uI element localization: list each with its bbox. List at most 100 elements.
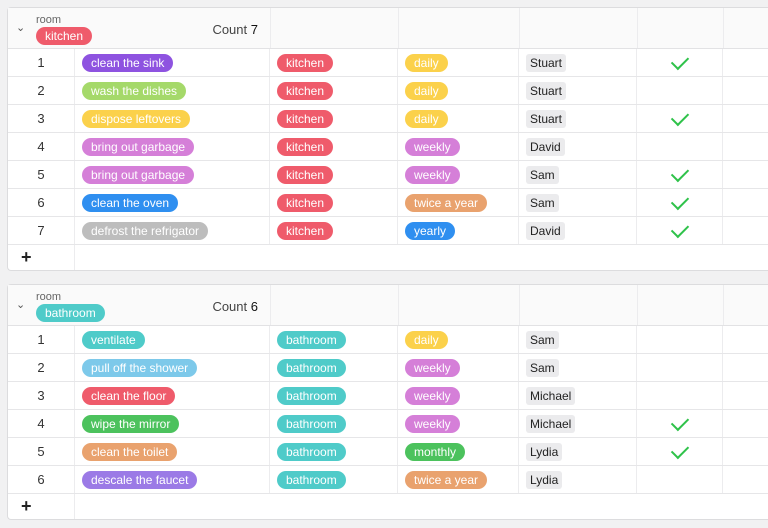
empty-cell[interactable] [723, 382, 768, 409]
table-row[interactable]: 5 clean the toilet bathroom monthly Lydia [8, 438, 768, 466]
header-cell [398, 285, 520, 325]
table-row[interactable]: 3 dispose leftovers kitchen daily Stuart [8, 105, 768, 133]
room-cell[interactable]: kitchen [270, 49, 398, 76]
task-cell[interactable]: ventilate [75, 326, 270, 353]
table-row[interactable]: 4 wipe the mirror bathroom weekly Michael [8, 410, 768, 438]
frequency-cell[interactable]: weekly [398, 161, 519, 188]
chevron-down-icon[interactable]: ⌄ [16, 22, 26, 34]
task-cell[interactable]: dispose leftovers [75, 105, 270, 132]
person-cell[interactable]: Stuart [519, 105, 637, 132]
empty-cell[interactable] [723, 217, 768, 244]
person-cell[interactable]: David [519, 133, 637, 160]
room-cell[interactable]: bathroom [270, 382, 398, 409]
done-cell[interactable] [637, 410, 723, 437]
frequency-cell[interactable]: twice a year [398, 189, 519, 216]
person-cell[interactable]: Stuart [519, 49, 637, 76]
done-cell[interactable] [637, 326, 723, 353]
row-number: 4 [8, 410, 75, 437]
room-cell[interactable]: bathroom [270, 354, 398, 381]
task-cell[interactable]: bring out garbage [75, 161, 270, 188]
empty-cell[interactable] [723, 49, 768, 76]
task-cell[interactable]: wash the dishes [75, 77, 270, 104]
checkmark-icon [670, 107, 689, 126]
plus-icon[interactable]: + [21, 496, 32, 516]
task-cell[interactable]: bring out garbage [75, 133, 270, 160]
empty-cell[interactable] [723, 438, 768, 465]
header-cell [637, 8, 724, 48]
chevron-down-icon[interactable]: ⌄ [16, 299, 26, 311]
frequency-cell[interactable]: daily [398, 49, 519, 76]
done-cell[interactable] [637, 438, 723, 465]
frequency-cell[interactable]: yearly [398, 217, 519, 244]
empty-cell[interactable] [723, 133, 768, 160]
task-cell[interactable]: clean the sink [75, 49, 270, 76]
frequency-cell[interactable]: weekly [398, 354, 519, 381]
task-cell[interactable]: defrost the refrigator [75, 217, 270, 244]
table-row[interactable]: 6 descale the faucet bathroom twice a year L… [8, 466, 768, 494]
frequency-cell[interactable]: daily [398, 77, 519, 104]
done-cell[interactable] [637, 49, 723, 76]
task-cell[interactable]: clean the oven [75, 189, 270, 216]
room-cell[interactable]: kitchen [270, 133, 398, 160]
room-cell[interactable]: bathroom [270, 326, 398, 353]
person-cell[interactable]: Michael [519, 410, 637, 437]
frequency-cell[interactable]: weekly [398, 382, 519, 409]
room-cell[interactable]: bathroom [270, 410, 398, 437]
done-cell[interactable] [637, 354, 723, 381]
empty-cell[interactable] [723, 354, 768, 381]
person-cell[interactable]: Sam [519, 326, 637, 353]
person-cell[interactable]: Lydia [519, 438, 637, 465]
empty-cell[interactable] [723, 161, 768, 188]
room-cell[interactable]: bathroom [270, 466, 398, 493]
frequency-cell[interactable]: daily [398, 105, 519, 132]
room-cell[interactable]: bathroom [270, 438, 398, 465]
empty-cell[interactable] [723, 326, 768, 353]
done-cell[interactable] [637, 382, 723, 409]
done-cell[interactable] [637, 189, 723, 216]
empty-cell[interactable] [723, 466, 768, 493]
done-cell[interactable] [637, 133, 723, 160]
person-cell[interactable]: David [519, 217, 637, 244]
task-cell[interactable]: pull off the shower [75, 354, 270, 381]
room-cell[interactable]: kitchen [270, 161, 398, 188]
table-row[interactable]: 2 pull off the shower bathroom weekly Sam [8, 354, 768, 382]
table-row[interactable]: 2 wash the dishes kitchen daily Stuart [8, 77, 768, 105]
done-cell[interactable] [637, 217, 723, 244]
table-row[interactable]: 1 ventilate bathroom daily Sam [8, 326, 768, 354]
table-row[interactable]: 3 clean the floor bathroom weekly Michael [8, 382, 768, 410]
frequency-cell[interactable]: monthly [398, 438, 519, 465]
person-cell[interactable]: Sam [519, 161, 637, 188]
person-cell[interactable]: Michael [519, 382, 637, 409]
done-cell[interactable] [637, 466, 723, 493]
room-cell[interactable]: kitchen [270, 189, 398, 216]
task-cell[interactable]: clean the toilet [75, 438, 270, 465]
table-row[interactable]: 1 clean the sink kitchen daily Stuart [8, 49, 768, 77]
empty-cell[interactable] [723, 410, 768, 437]
room-cell[interactable]: kitchen [270, 77, 398, 104]
frequency-cell[interactable]: weekly [398, 133, 519, 160]
frequency-cell[interactable]: daily [398, 326, 519, 353]
done-cell[interactable] [637, 105, 723, 132]
person-cell[interactable]: Stuart [519, 77, 637, 104]
task-cell[interactable]: descale the faucet [75, 466, 270, 493]
table-row[interactable]: 4 bring out garbage kitchen weekly David [8, 133, 768, 161]
task-cell[interactable]: clean the floor [75, 382, 270, 409]
frequency-cell[interactable]: twice a year [398, 466, 519, 493]
person-cell[interactable]: Sam [519, 189, 637, 216]
empty-cell[interactable] [723, 189, 768, 216]
empty-cell[interactable] [723, 77, 768, 104]
done-cell[interactable] [637, 77, 723, 104]
plus-icon[interactable]: + [21, 247, 32, 267]
empty-cell[interactable] [723, 105, 768, 132]
room-cell[interactable]: kitchen [270, 105, 398, 132]
table-row[interactable]: 7 defrost the refrigator kitchen yearly Davi… [8, 217, 768, 245]
table-row[interactable]: 5 bring out garbage kitchen weekly Sam [8, 161, 768, 189]
row-number: 6 [8, 466, 75, 493]
frequency-cell[interactable]: weekly [398, 410, 519, 437]
person-cell[interactable]: Sam [519, 354, 637, 381]
person-cell[interactable]: Lydia [519, 466, 637, 493]
task-cell[interactable]: wipe the mirror [75, 410, 270, 437]
done-cell[interactable] [637, 161, 723, 188]
room-cell[interactable]: kitchen [270, 217, 398, 244]
table-row[interactable]: 6 clean the oven kitchen twice a year Sam [8, 189, 768, 217]
